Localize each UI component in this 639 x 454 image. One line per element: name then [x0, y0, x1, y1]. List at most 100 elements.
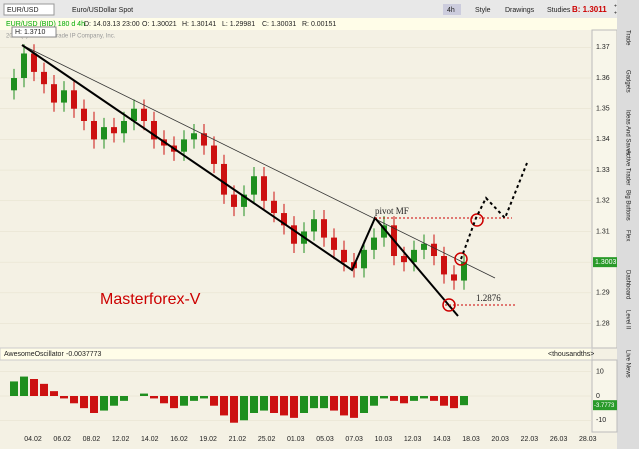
osc-bar [80, 396, 88, 409]
x-tick-label: 25.02 [258, 436, 276, 443]
symbol-box[interactable] [3, 3, 55, 16]
trendline [21, 44, 496, 279]
side-tab[interactable]: Big Buttons [624, 190, 630, 221]
side-tab[interactable]: Active Trader [624, 150, 630, 185]
high-box [11, 26, 57, 38]
osc-bar [100, 396, 108, 411]
osc-bar [320, 396, 328, 409]
side-tab[interactable]: Level II [624, 310, 630, 330]
candle-body [271, 200, 277, 214]
candle-body [401, 256, 407, 263]
candle-body [261, 176, 267, 201]
candle-body [11, 78, 17, 91]
toolbar-button[interactable]: Drawings [505, 7, 535, 14]
osc-bar [90, 396, 98, 413]
candle-body [81, 108, 87, 121]
side-tab[interactable]: Flex [624, 230, 630, 241]
y-tick-label: 1.31 [596, 228, 610, 235]
forecast [460, 162, 528, 260]
y-tick-label: 1.29 [596, 290, 610, 297]
candle-body [341, 249, 347, 263]
osc-bar [140, 393, 148, 396]
side-tab[interactable]: Ideas And Saves [624, 110, 630, 155]
osc-bar [120, 396, 128, 401]
candle-body [111, 127, 117, 134]
osc-bar [10, 381, 18, 396]
x-tick-label: 07.03 [345, 436, 363, 443]
candle-body [411, 249, 417, 263]
osc-bar [450, 396, 458, 409]
osc-bar [210, 396, 218, 406]
osc-bar [430, 396, 438, 401]
candle-body [231, 194, 237, 207]
toolbar-button[interactable]: Style [475, 7, 491, 14]
x-tick-label: 26.03 [550, 436, 568, 443]
x-tick-label: 14.02 [141, 436, 159, 443]
side-tab[interactable]: Trade [624, 30, 630, 46]
x-tick-label: 16.02 [170, 436, 188, 443]
osc-bar [110, 396, 118, 406]
x-tick-label: 04.02 [24, 436, 42, 443]
description: Euro/USDollar Spot [72, 7, 133, 14]
y-tick-label: 1.34 [596, 136, 610, 143]
candle-body [61, 90, 67, 103]
y-tick-label: 1.37 [596, 44, 610, 51]
candle-body [441, 256, 447, 275]
symbol[interactable]: EUR/USD [7, 7, 39, 14]
x-tick-label: 28.03 [579, 436, 597, 443]
osc-bar [230, 396, 238, 423]
candle-body [251, 176, 257, 195]
candle-body [191, 133, 197, 140]
candle-body [451, 274, 457, 281]
side-bar [617, 0, 639, 449]
candle-body [321, 219, 327, 238]
side-tab[interactable]: Dashboard [624, 270, 630, 299]
header-title: EUR/USD (BID) 180 d 4h [6, 21, 85, 28]
period-button[interactable] [443, 4, 461, 15]
candle-body [21, 53, 27, 79]
candle-body [381, 225, 387, 238]
x-tick-label: 12.03 [404, 436, 422, 443]
toolbar-button[interactable]: Studies [547, 7, 571, 14]
x-tick-label: 18.03 [462, 436, 480, 443]
x-tick-label: 14.03 [433, 436, 451, 443]
price-box [593, 257, 617, 268]
osc-bar [240, 396, 248, 421]
osc-axis [591, 359, 618, 433]
y-tick-label: 1.35 [596, 106, 610, 113]
y-tick-label: 1.36 [596, 75, 610, 82]
x-tick-label: 21.02 [229, 436, 247, 443]
side-tab[interactable]: Live News [624, 350, 630, 378]
high-label: H: 1.3710 [15, 29, 45, 36]
pivot-label: pivot MF [375, 206, 409, 216]
osc-bar [340, 396, 348, 416]
side-tab[interactable]: Gadgets [624, 70, 630, 93]
osc-bar [410, 396, 418, 401]
candle-body [121, 120, 127, 134]
header-low: L: 1.29981 [222, 21, 255, 28]
candle-body [461, 262, 467, 281]
circle [442, 298, 456, 312]
candle-body [281, 213, 287, 226]
candle-body [201, 133, 207, 146]
x-tick-label: 20.03 [491, 436, 509, 443]
osc-name: AwesomeOscillator [4, 351, 64, 358]
wave-line [21, 44, 459, 317]
candle-body [41, 71, 47, 85]
y-tick-label: 1.33 [596, 167, 610, 174]
period[interactable]: 4h [447, 7, 455, 14]
circle [454, 252, 468, 266]
brand: Masterforex-V [100, 291, 201, 308]
osc-bar [360, 396, 368, 413]
osc-bar [380, 396, 388, 399]
header-high: H: 1.30141 [182, 21, 216, 28]
osc-bar [270, 396, 278, 413]
osc-last: -3.7773 [594, 403, 615, 409]
y-tick-label: 1.32 [596, 198, 610, 205]
bid: B: 1.3011 [572, 5, 607, 14]
osc-bar [300, 396, 308, 413]
osc-bar [70, 396, 78, 404]
header [0, 18, 617, 30]
